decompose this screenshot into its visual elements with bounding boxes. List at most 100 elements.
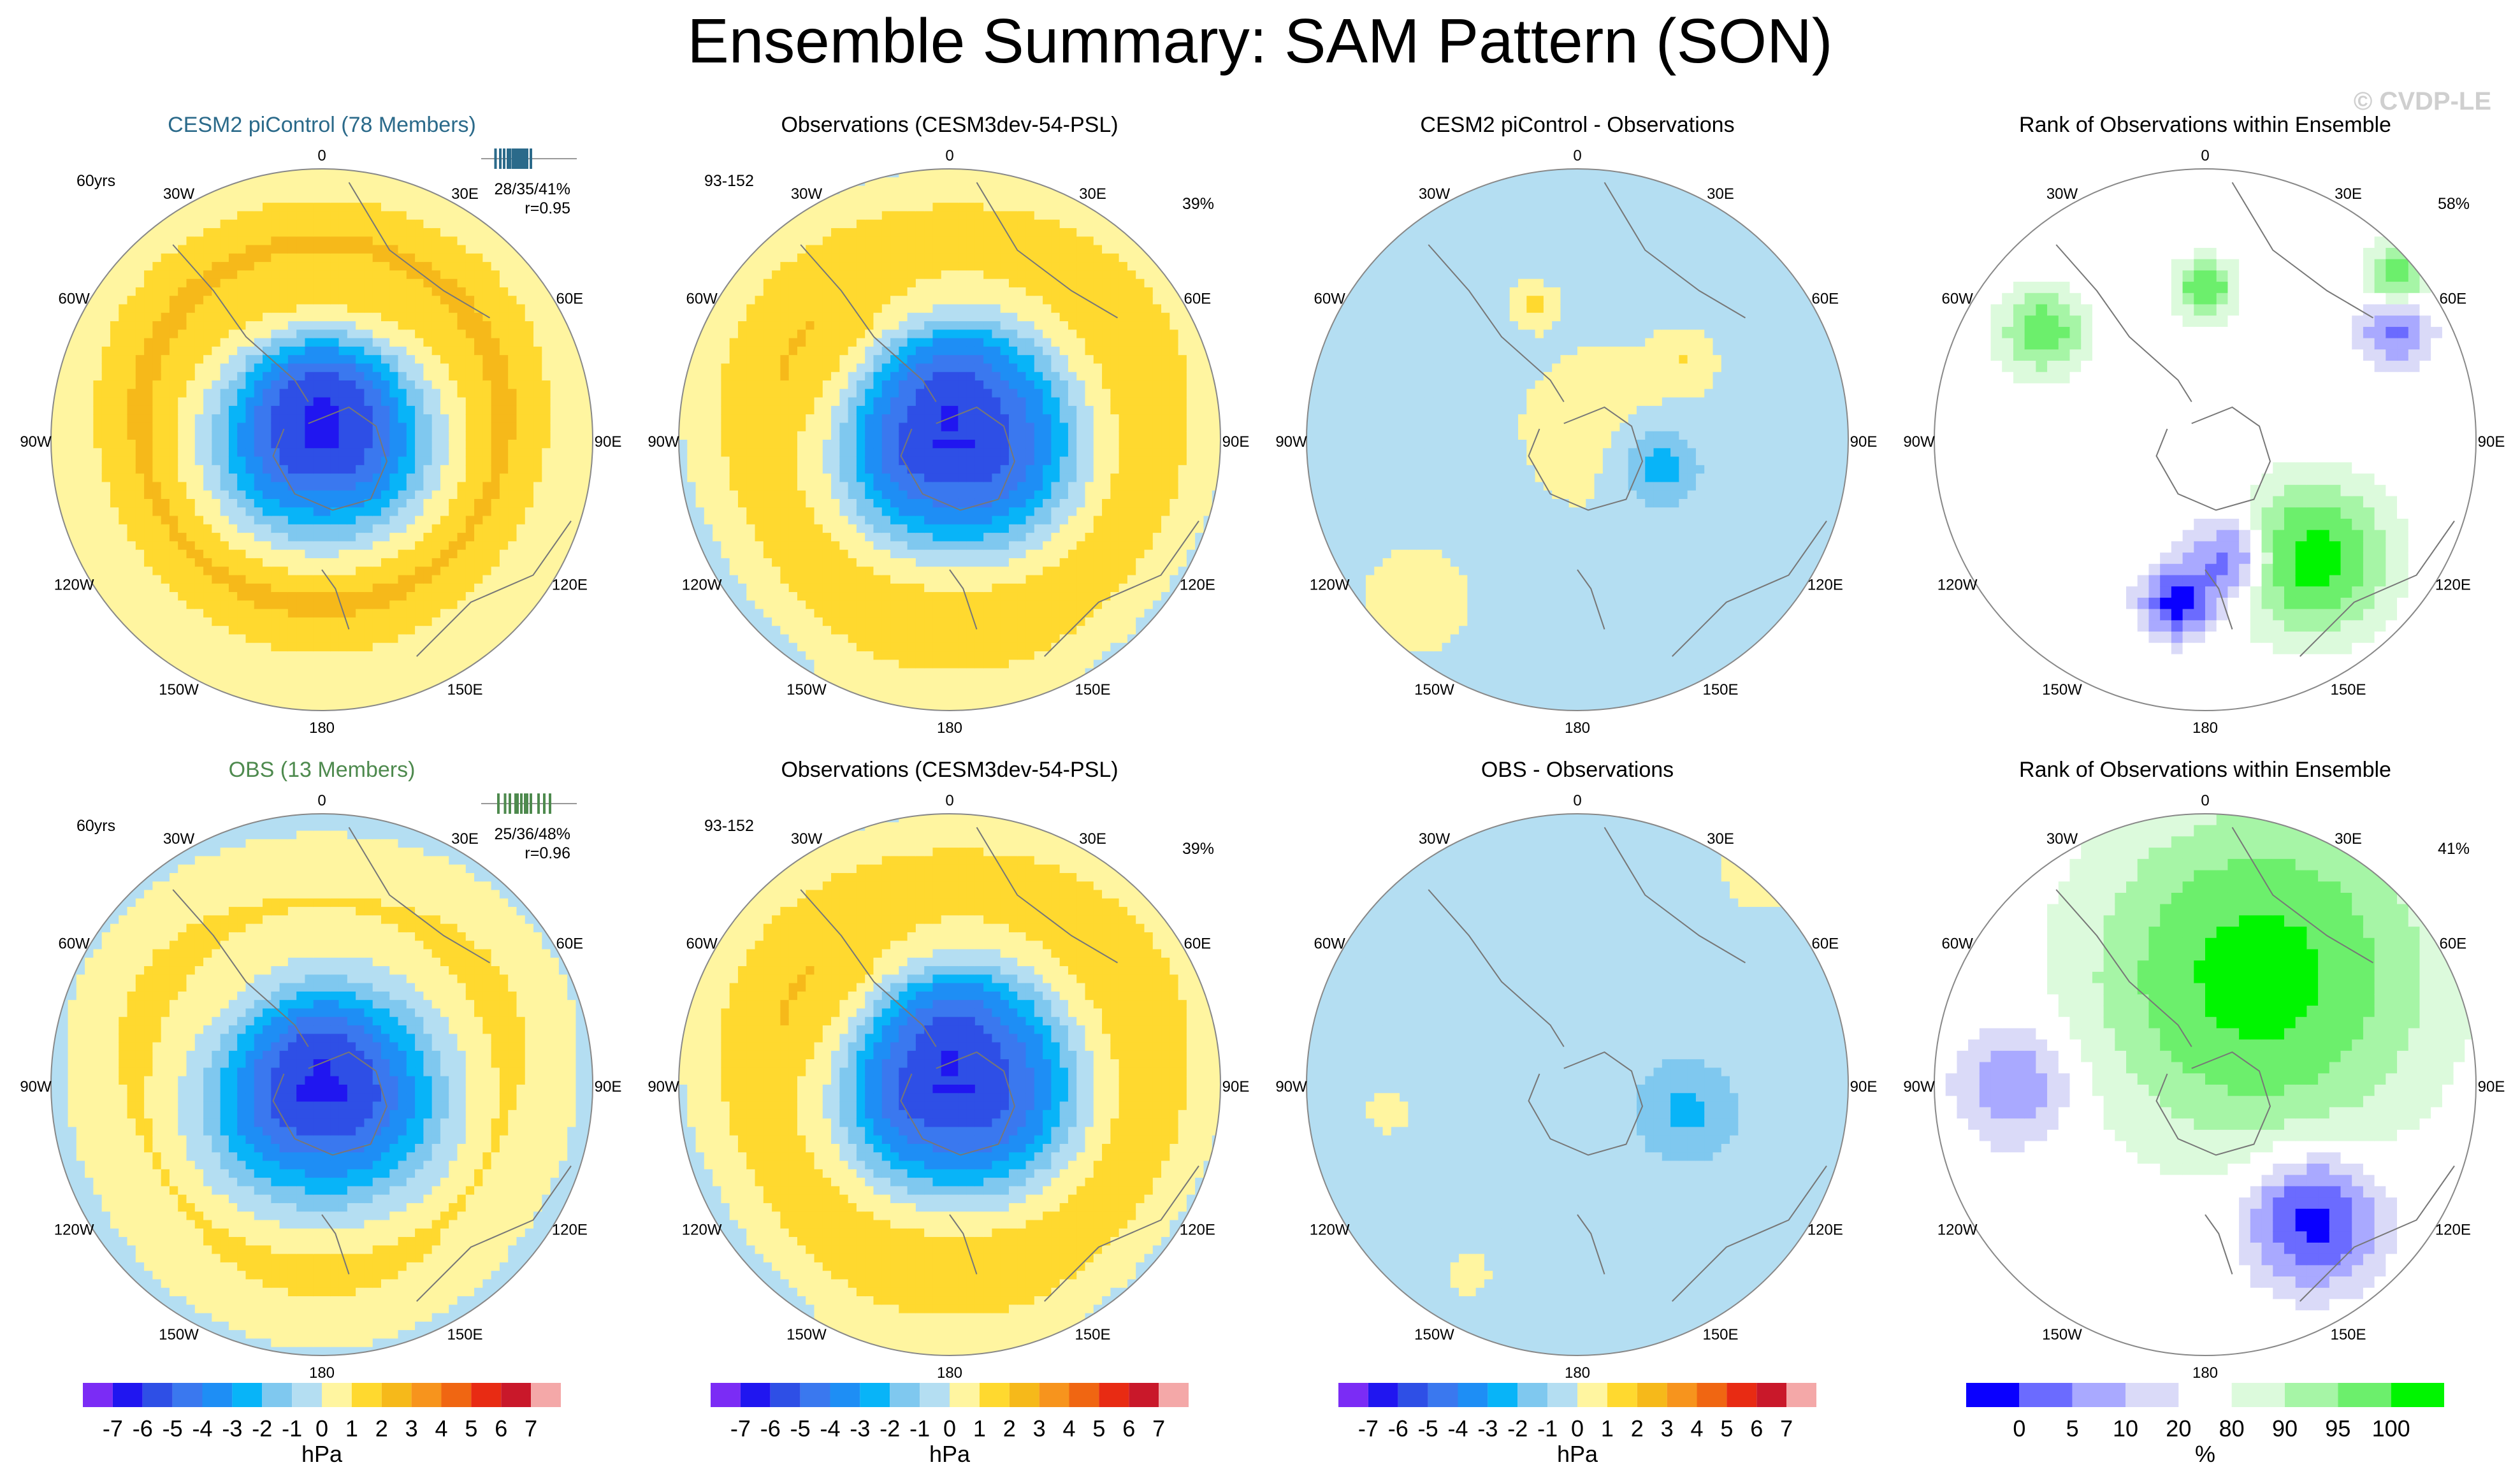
colorbar-swatch xyxy=(1458,1383,1488,1407)
lon-label-30W: 30W xyxy=(791,830,823,848)
colorbar-swatch xyxy=(1009,1383,1039,1407)
map-border xyxy=(678,168,1221,711)
colorbar-swatch xyxy=(1368,1383,1398,1407)
colorbar-tick-label: -1 xyxy=(1537,1415,1558,1442)
colorbar-swatch xyxy=(979,1383,1010,1407)
lon-label-120E: 120E xyxy=(2435,577,2471,594)
colorbar-swatch xyxy=(501,1383,532,1407)
colorbar-tick-label: -5 xyxy=(790,1415,811,1442)
colorbar-tick-label: 6 xyxy=(1750,1415,1763,1442)
panel-title: Observations (CESM3dev-54-PSL) xyxy=(781,758,1118,782)
lon-label-30E: 30E xyxy=(1707,830,1734,848)
colorbar-tick-label: -5 xyxy=(163,1415,183,1442)
panel-difference-cesm2: 0 30E 60E 90E 120E 150E 180 150W 120W 90W 60W 30W CE… xyxy=(1275,113,1877,737)
lon-label-150W: 150W xyxy=(1414,681,1454,698)
colorbar-tick-label: -7 xyxy=(730,1415,751,1442)
lon-label-90E: 90E xyxy=(1222,433,1250,451)
lon-label-90E: 90E xyxy=(2478,433,2505,451)
map-border xyxy=(50,813,593,1356)
correlation-label: r=0.96 xyxy=(525,844,570,862)
lon-label-180: 180 xyxy=(2192,1364,2218,1382)
colorbar-swatch xyxy=(441,1383,472,1407)
lon-label-120W: 120W xyxy=(54,577,94,594)
lon-label-30W: 30W xyxy=(1419,185,1451,203)
colorbar-swatch xyxy=(1756,1383,1787,1407)
lon-label-60W: 60W xyxy=(686,291,718,308)
lon-label-150E: 150E xyxy=(1702,1326,1738,1343)
lon-label-150E: 150E xyxy=(1075,1326,1110,1343)
colorbar-swatch xyxy=(860,1383,890,1407)
colorbar-tick-label: -6 xyxy=(1388,1415,1408,1442)
map-border xyxy=(1934,813,2477,1356)
lon-label-30E: 30E xyxy=(2335,830,2362,848)
colorbar-tick-label: 2 xyxy=(1003,1415,1016,1442)
percent-label: 41% xyxy=(2438,840,2470,858)
lon-label-0: 0 xyxy=(2201,147,2209,164)
colorbar-swatch xyxy=(1517,1383,1548,1407)
colorbar-tick-label: 5 xyxy=(1720,1415,1733,1442)
period-label: 93-152 xyxy=(704,817,754,835)
colorbar-swatch xyxy=(1069,1383,1099,1407)
lon-label-90E: 90E xyxy=(1850,433,1878,451)
lon-label-0: 0 xyxy=(945,792,953,809)
panel-observations-bottom: 0 30E 60E 90E 120E 150E 180 150W 120W 90W 60W 30W Ob… xyxy=(648,758,1249,1382)
lon-label-60E: 60E xyxy=(2439,291,2466,308)
lon-label-150E: 150E xyxy=(1075,681,1110,698)
coastlines-ensemble-mean-obs xyxy=(172,827,572,1302)
percent-label: 39% xyxy=(1182,195,1214,213)
lon-label-30E: 30E xyxy=(1707,185,1734,203)
colorbar-swatch xyxy=(83,1383,113,1407)
colorbar-swatch xyxy=(471,1383,502,1407)
colorbar-swatch xyxy=(1727,1383,1757,1407)
colorbar-swatch xyxy=(830,1383,860,1407)
map-field-rank-cesm2 xyxy=(1934,169,2476,711)
lon-label-30E: 30E xyxy=(451,185,479,203)
map-border xyxy=(1306,813,1849,1356)
panel-observations-top: 0 30E 60E 90E 120E 150E 180 150W 120W 90W 60W 30W Ob… xyxy=(648,113,1249,737)
lon-label-60W: 60W xyxy=(58,291,90,308)
map-border xyxy=(1934,168,2477,711)
colorbar-swatch xyxy=(411,1383,442,1407)
correlation-label: r=0.95 xyxy=(525,199,570,217)
panel-title: OBS (13 Members) xyxy=(229,758,416,782)
colorbar-swatch xyxy=(292,1383,322,1407)
lon-label-120E: 120E xyxy=(2435,1222,2471,1239)
lon-label-90W: 90W xyxy=(20,433,52,451)
colorbar-swatch xyxy=(2125,1383,2179,1407)
lon-label-30W: 30W xyxy=(163,830,195,848)
map-field-difference-obs xyxy=(1307,814,1848,1355)
colorbar-tick-label: 2 xyxy=(375,1415,388,1442)
lon-label-150W: 150W xyxy=(159,681,199,698)
map-field-ensemble-mean-obs xyxy=(51,814,593,1355)
colorbar-tick-label: 0 xyxy=(943,1415,956,1442)
lon-label-120W: 120W xyxy=(54,1222,94,1239)
colorbar-swatch xyxy=(800,1383,830,1407)
lon-label-180: 180 xyxy=(1565,1364,1590,1382)
lon-label-60E: 60E xyxy=(1184,291,1211,308)
panel-title: Rank of Observations within Ensemble xyxy=(2019,758,2391,782)
lon-label-60W: 60W xyxy=(58,936,90,953)
lon-label-180: 180 xyxy=(937,719,962,737)
lon-label-120E: 120E xyxy=(1807,1222,1843,1239)
panel-rank-obs: 0 30E 60E 90E 120E 150E 180 150W 120W 90W 60W 30W Ra… xyxy=(1903,758,2505,1382)
colorbar-swatch xyxy=(1547,1383,1577,1407)
colorbar-swatch xyxy=(950,1383,980,1407)
colorbar-tick-label: -4 xyxy=(192,1415,212,1442)
map-field-rank-obs xyxy=(1934,814,2476,1355)
lon-label-150E: 150E xyxy=(1702,681,1738,698)
lon-label-30W: 30W xyxy=(791,185,823,203)
colorbar-tick-label: -5 xyxy=(1418,1415,1438,1442)
colorbar-tick-label: 1 xyxy=(973,1415,986,1442)
percent-label: 39% xyxy=(1182,840,1214,858)
longitude-labels: 0 30E 60E 90E 120E 150E 180 150W 120W 90W 60W 30W xyxy=(20,147,621,737)
longitude-labels: 0 30E 60E 90E 120E 150E 180 150W 120W 90W 60W 30W xyxy=(1275,147,1877,737)
map-border xyxy=(1306,168,1849,711)
lon-label-150E: 150E xyxy=(2330,1326,2366,1343)
panel-rank-cesm2: 0 30E 60E 90E 120E 150E 180 150W 120W 90W 60W 30W Ra… xyxy=(1903,113,2505,737)
panel-difference-obs: 0 30E 60E 90E 120E 150E 180 150W 120W 90W 60W 30W OB… xyxy=(1275,758,1877,1382)
lon-label-90E: 90E xyxy=(595,433,622,451)
coastlines-rank-obs xyxy=(2055,827,2455,1302)
lon-label-0: 0 xyxy=(1573,147,1581,164)
colorbar-swatch xyxy=(740,1383,771,1407)
colorbar-tick-label: 0 xyxy=(2013,1415,2025,1442)
